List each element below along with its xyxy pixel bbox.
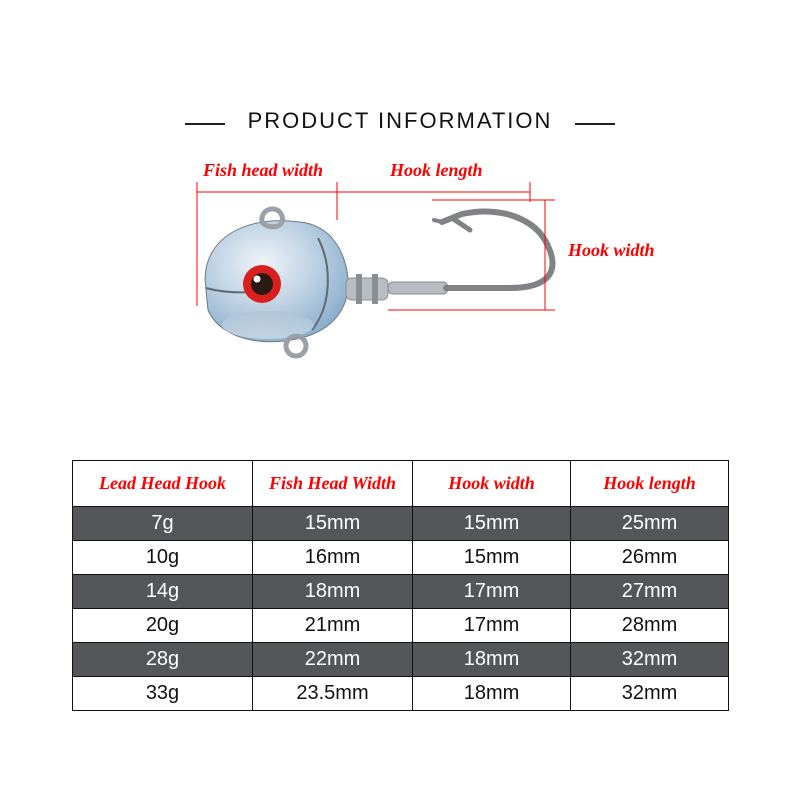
table-body: 7g 15mm 15mm 25mm 10g 16mm 15mm 26mm 14g… — [73, 507, 729, 711]
cell: 7g — [73, 507, 253, 541]
cell: 33g — [73, 677, 253, 711]
cell: 14g — [73, 575, 253, 609]
col-fish-head-width: Fish Head Width — [253, 461, 413, 507]
hook — [434, 212, 552, 288]
cell: 32mm — [571, 677, 729, 711]
cell: 15mm — [253, 507, 413, 541]
cell: 18mm — [413, 677, 571, 711]
table-row: 33g 23.5mm 18mm 32mm — [73, 677, 729, 711]
cell: 23.5mm — [253, 677, 413, 711]
cell: 15mm — [413, 541, 571, 575]
fish-eye — [243, 265, 281, 303]
table-row: 20g 21mm 17mm 28mm — [73, 609, 729, 643]
cell: 17mm — [413, 575, 571, 609]
diagram-svg — [0, 160, 800, 440]
col-hook-width: Hook width — [413, 461, 571, 507]
cell: 18mm — [253, 575, 413, 609]
table-row: 14g 18mm 17mm 27mm — [73, 575, 729, 609]
cell: 21mm — [253, 609, 413, 643]
cell: 25mm — [571, 507, 729, 541]
cell: 26mm — [571, 541, 729, 575]
cell: 10g — [73, 541, 253, 575]
table-row: 7g 15mm 15mm 25mm — [73, 507, 729, 541]
col-hook-length: Hook length — [571, 461, 729, 507]
spec-table: Lead Head Hook Fish Head Width Hook widt… — [72, 460, 729, 711]
title-dash-left — [185, 123, 225, 125]
dimension-diagram: Fish head width Hook length Hook width — [0, 160, 800, 440]
cell: 32mm — [571, 643, 729, 677]
label-hook-length: Hook length — [390, 160, 483, 181]
cell: 15mm — [413, 507, 571, 541]
title-dash-right — [575, 123, 615, 125]
spec-table-wrap: Lead Head Hook Fish Head Width Hook widt… — [72, 460, 728, 711]
cell: 27mm — [571, 575, 729, 609]
label-fish-head-width: Fish head width — [203, 160, 323, 181]
table-row: 10g 16mm 15mm 26mm — [73, 541, 729, 575]
page-title: PRODUCT INFORMATION — [248, 108, 553, 134]
title-row: PRODUCT INFORMATION — [0, 0, 800, 134]
table-header-row: Lead Head Hook Fish Head Width Hook widt… — [73, 461, 729, 507]
product-info-card: { "title": "PRODUCT INFORMATION", "title… — [0, 0, 800, 800]
table-row: 28g 22mm 18mm 32mm — [73, 643, 729, 677]
cell: 16mm — [253, 541, 413, 575]
cell: 28g — [73, 643, 253, 677]
cell: 17mm — [413, 609, 571, 643]
cell: 20g — [73, 609, 253, 643]
hook-shank — [346, 274, 448, 304]
cell: 18mm — [413, 643, 571, 677]
cell: 22mm — [253, 643, 413, 677]
cell: 28mm — [571, 609, 729, 643]
col-lead-head-hook: Lead Head Hook — [73, 461, 253, 507]
label-hook-width: Hook width — [568, 240, 655, 261]
